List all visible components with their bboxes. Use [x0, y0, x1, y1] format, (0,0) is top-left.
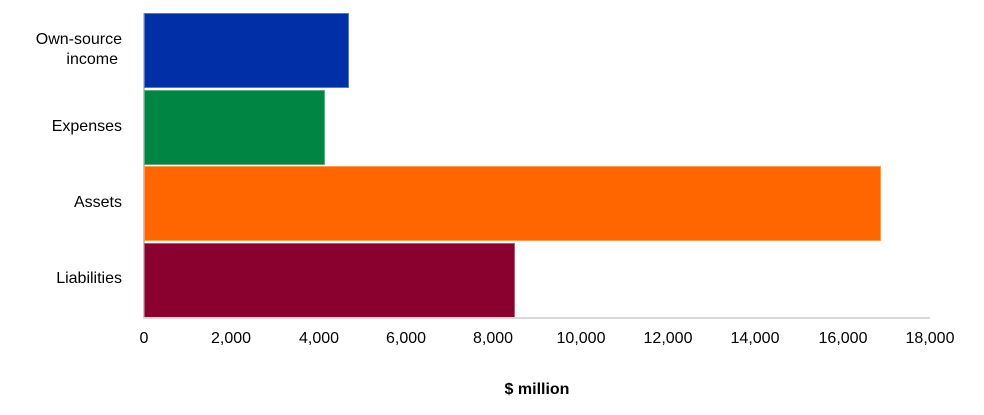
x-tick: 6,000 — [385, 330, 427, 347]
x-tick: 8,000 — [472, 330, 514, 347]
x-tick: 14,000 — [730, 330, 780, 347]
x-tick: 18,000 — [905, 330, 955, 347]
x-tick: 10,000 — [556, 330, 606, 347]
category-label-line: Own-source — [35, 31, 122, 48]
bar-expenses — [144, 90, 325, 165]
bar-assets — [144, 166, 881, 241]
category-label-liabilities: Liabilities — [56, 270, 122, 287]
x-tick: 2,000 — [210, 330, 252, 347]
x-tick: 4,000 — [298, 330, 340, 347]
bar-liabilities — [144, 243, 515, 318]
x-tick: 12,000 — [643, 330, 693, 347]
x-tick: 0 — [139, 330, 149, 347]
category-label-expenses: Expenses — [51, 118, 122, 135]
category-label-own-source-income: Own-source income — [0, 30, 122, 70]
x-axis-line — [143, 317, 930, 319]
category-label-assets: Assets — [73, 194, 122, 211]
x-tick: 16,000 — [818, 330, 868, 347]
plot-area — [144, 13, 930, 318]
category-label-line: income — [66, 51, 118, 68]
x-axis-title: $ million — [504, 381, 570, 398]
bar-own-source-income — [144, 13, 349, 88]
